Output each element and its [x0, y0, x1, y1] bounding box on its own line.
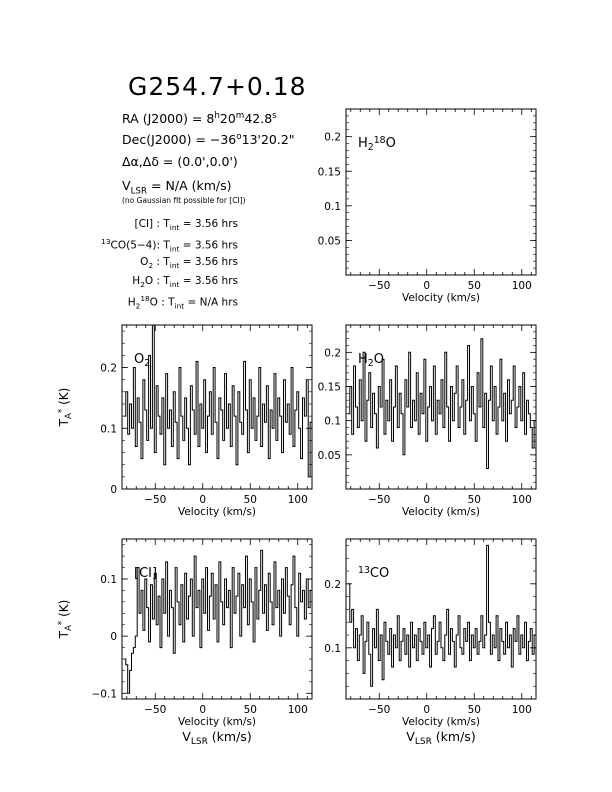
species-label: H2O — [358, 352, 384, 369]
y-tick-label: 0 — [110, 631, 117, 643]
dec-label: Dec(J2000) = — [122, 132, 206, 148]
vlsr-line: VLSR = N/A (km/s) — [122, 178, 232, 197]
spectrum-line — [123, 549, 312, 694]
offset-line: Δα,Δδ = (0.0',0.0') — [122, 154, 238, 169]
vlsr-axis-label: VLSR (km/s) — [406, 729, 475, 747]
y-tick-label: 0.2 — [100, 363, 117, 375]
y-tick-label: 0.2 — [324, 132, 341, 144]
y-axis-label: TA* (K) — [57, 388, 74, 428]
y-tick-label: 0.1 — [324, 201, 341, 213]
plot-frame — [345, 538, 537, 700]
y-axis-label: TA* (K) — [57, 600, 74, 640]
x-axis-label: Velocity (km/s) — [402, 716, 480, 728]
integration-row: O2 : Tint = 3.56 hrs — [140, 256, 238, 271]
y-tick-label: 0.05 — [318, 235, 341, 247]
plot-frame — [121, 324, 313, 490]
fit-note: (no Gaussian fit possible for [CI]) — [122, 196, 246, 205]
x-tick-label: −50 — [368, 494, 390, 506]
spectrum-line — [347, 338, 536, 469]
species-label: 13CO — [358, 565, 389, 581]
x-tick-label: −50 — [144, 704, 166, 716]
page-title: G254.7+0.18 — [128, 72, 307, 101]
integration-row: [CI] : Tint = 3.56 hrs — [134, 218, 238, 233]
x-tick-label: 0 — [199, 704, 206, 716]
x-tick-label: 50 — [468, 494, 481, 506]
x-tick-label: 50 — [468, 704, 481, 716]
x-axis-label: Velocity (km/s) — [402, 506, 480, 518]
species-label: O2 — [134, 352, 150, 369]
ra-seconds: 42.8 — [244, 111, 273, 127]
vlsr-sub: LSR — [130, 186, 148, 197]
ra-minutes: 20 — [219, 111, 236, 127]
plot-frame — [345, 108, 537, 276]
integration-row: H218O : Tint = N/A hrs — [127, 294, 238, 311]
y-tick-label: 0.15 — [318, 166, 341, 178]
dec-line: Dec(J2000) = −36o13'20.2" — [122, 132, 295, 148]
y-tick-label: 0 — [110, 484, 117, 496]
x-tick-label: −50 — [368, 704, 390, 716]
x-tick-label: −50 — [144, 494, 166, 506]
y-tick-label: 0.1 — [324, 416, 341, 428]
offset-value: (0.0',0.0') — [177, 154, 238, 169]
integration-row: 13CO(5−4): Tint = 3.56 hrs — [101, 237, 238, 254]
species-label: [CI] — [134, 566, 157, 581]
integration-row: H2O : Tint = 3.56 hrs — [132, 275, 238, 290]
plot-frame — [121, 538, 313, 700]
x-tick-label: 50 — [244, 704, 257, 716]
x-tick-label: 100 — [512, 494, 532, 506]
y-tick-label: 0.15 — [318, 382, 341, 394]
x-tick-label: 50 — [468, 280, 481, 292]
vlsr-axis-label: VLSR (km/s) — [182, 729, 251, 747]
x-tick-label: 0 — [423, 494, 430, 506]
x-tick-label: 50 — [244, 494, 257, 506]
ra-line: RA (J2000) = 8h20m42.8s — [122, 111, 277, 127]
y-tick-label: 0.1 — [324, 643, 341, 655]
x-tick-label: 0 — [199, 494, 206, 506]
dec-rest: 13'20.2" — [241, 132, 295, 148]
x-tick-label: 100 — [288, 494, 308, 506]
x-tick-label: 100 — [512, 704, 532, 716]
vlsr-label: V — [122, 178, 131, 193]
x-axis-label: Velocity (km/s) — [178, 716, 256, 728]
spectrum-line — [123, 324, 312, 478]
y-tick-label: 0.1 — [100, 423, 117, 435]
dec-degrees: −36 — [209, 132, 237, 148]
x-tick-label: 100 — [512, 280, 532, 292]
x-tick-label: −50 — [368, 280, 390, 292]
x-axis-label: Velocity (km/s) — [178, 506, 256, 518]
y-tick-label: 0.2 — [324, 579, 341, 591]
species-label: H218O — [358, 135, 396, 153]
x-tick-label: 100 — [288, 704, 308, 716]
x-axis-label: Velocity (km/s) — [402, 292, 480, 304]
y-tick-label: 0.2 — [324, 347, 341, 359]
ra-label: RA (J2000) = — [122, 111, 203, 127]
spectrum-line — [347, 544, 536, 687]
ra-hours: 8 — [206, 111, 215, 127]
y-tick-label: 0.1 — [100, 574, 117, 586]
x-tick-label: 0 — [423, 704, 430, 716]
x-tick-label: 0 — [423, 280, 430, 292]
offset-label: Δα,Δδ = — [122, 154, 174, 169]
y-tick-label: −0.1 — [92, 688, 118, 700]
y-tick-label: 0.05 — [318, 450, 341, 462]
vlsr-value: = N/A (km/s) — [151, 178, 232, 193]
